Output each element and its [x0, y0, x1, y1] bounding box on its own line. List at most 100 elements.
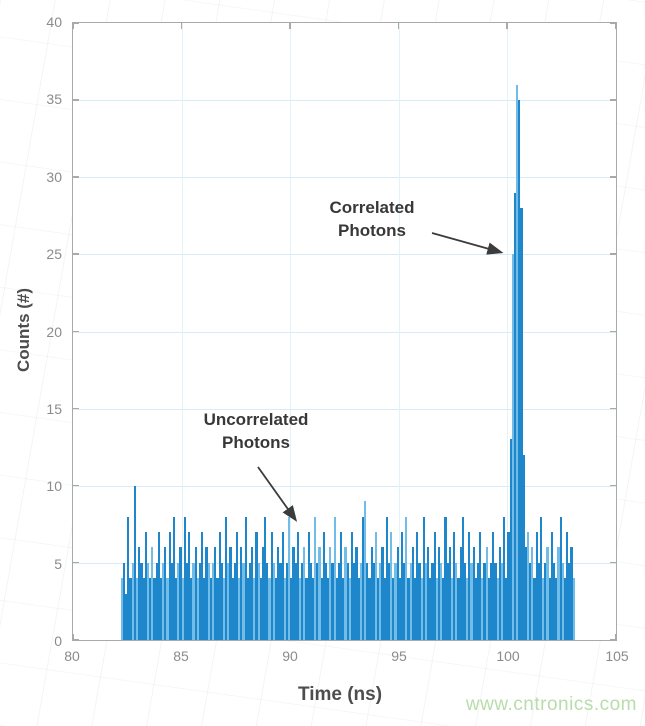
histogram-bar	[470, 562, 473, 640]
histogram-bar	[257, 562, 260, 640]
histogram-bar	[383, 578, 386, 640]
histogram-bar	[146, 562, 150, 640]
histogram-bar	[387, 562, 391, 640]
histogram-bar	[129, 578, 132, 640]
histogram-bar	[513, 192, 517, 640]
gridline-horizontal	[73, 408, 616, 410]
histogram-bar	[318, 547, 321, 640]
histogram-bar	[196, 578, 199, 640]
histogram-bar	[144, 532, 147, 640]
histogram-bar	[552, 562, 556, 640]
histogram-bar	[303, 547, 306, 640]
histogram-bar	[329, 547, 332, 640]
histogram-bar	[444, 516, 447, 640]
histogram-bar	[368, 578, 371, 640]
histogram-bar	[316, 562, 319, 640]
x-tick-label: 95	[391, 648, 407, 664]
histogram-bar	[279, 562, 282, 640]
y-tick-label: 40	[46, 14, 62, 30]
histogram-bar	[511, 254, 514, 640]
watermark: www.cntronics.com	[465, 694, 637, 715]
histogram-bar	[498, 547, 501, 640]
histogram-bar	[296, 532, 299, 640]
x-axis-label: Time (ns)	[297, 684, 383, 705]
histogram-bar	[311, 578, 315, 640]
histogram-bars	[120, 23, 575, 640]
histogram-bar	[505, 578, 508, 640]
y-tick-label: 10	[46, 478, 62, 495]
histogram-bar	[298, 578, 302, 640]
histogram-bar	[246, 578, 249, 640]
histogram-bar	[149, 578, 152, 640]
histogram-bar	[255, 532, 258, 640]
histogram-bar	[342, 578, 345, 640]
histogram-bar	[516, 84, 519, 640]
histogram-bar	[559, 516, 562, 640]
histogram-bar	[427, 547, 430, 640]
histogram-bar	[355, 547, 358, 640]
histogram-bar	[466, 578, 469, 640]
histogram-bar	[409, 562, 412, 640]
y-tick-label: 30	[46, 168, 62, 185]
histogram-bar	[214, 547, 217, 640]
histogram-bar	[240, 547, 243, 640]
histogram-bar	[138, 547, 141, 640]
histogram-bar	[379, 562, 382, 640]
histogram-bar	[403, 562, 406, 640]
histogram-bar	[324, 562, 328, 640]
histogram-bar	[385, 516, 388, 640]
histogram-bar	[294, 562, 297, 640]
histogram-bar	[181, 578, 184, 640]
annotation-uncorrelated-photons: Uncorrelated Photons	[203, 410, 309, 452]
histogram-bar	[535, 532, 538, 640]
histogram-bar	[164, 547, 167, 640]
histogram-bar	[285, 562, 289, 640]
histogram-bar	[238, 578, 241, 640]
histogram-bar	[231, 578, 234, 640]
y-tick-mark	[610, 253, 616, 255]
histogram-bar	[307, 532, 310, 640]
y-tick-label: 35	[46, 91, 62, 108]
histogram-bar	[348, 578, 351, 640]
histogram-bar	[544, 562, 547, 640]
histogram-bar	[122, 562, 126, 640]
histogram-bar	[251, 547, 254, 640]
histogram-bar	[531, 547, 534, 640]
histogram-bar	[290, 578, 293, 640]
histogram-bar	[212, 562, 215, 640]
histogram-bar	[283, 578, 286, 640]
histogram-bar	[557, 547, 560, 640]
histogram-bar	[487, 578, 490, 640]
histogram-bar	[159, 578, 163, 640]
histogram-bar	[411, 547, 414, 640]
histogram-bar	[346, 562, 349, 640]
y-tick-mark	[610, 561, 616, 564]
histogram-bar	[490, 562, 493, 640]
plot-area	[72, 22, 617, 641]
gridline-horizontal	[73, 331, 616, 333]
histogram-bar	[405, 516, 408, 640]
histogram-bar	[459, 547, 462, 640]
histogram-bar	[446, 562, 449, 640]
histogram-bar	[233, 562, 236, 640]
histogram-bar	[366, 562, 369, 640]
histogram-bar	[270, 532, 273, 640]
histogram-bar	[192, 562, 195, 640]
histogram-bar	[563, 578, 567, 640]
histogram-bar	[381, 547, 384, 640]
histogram-bar	[561, 562, 564, 640]
histogram-bar	[377, 578, 380, 640]
histogram-bar	[374, 532, 378, 640]
histogram-bar	[483, 562, 486, 640]
histogram-bar	[151, 547, 154, 640]
histogram-bar	[492, 532, 495, 640]
x-tick-mark	[180, 23, 183, 29]
histogram-bar	[413, 578, 417, 640]
histogram-bar	[177, 562, 180, 640]
histogram-bar	[548, 578, 551, 640]
y-tick-mark	[73, 253, 79, 255]
histogram-bar	[396, 547, 399, 640]
gridline-horizontal	[73, 254, 616, 256]
histogram-bar	[424, 562, 428, 640]
histogram-bar	[194, 547, 197, 640]
